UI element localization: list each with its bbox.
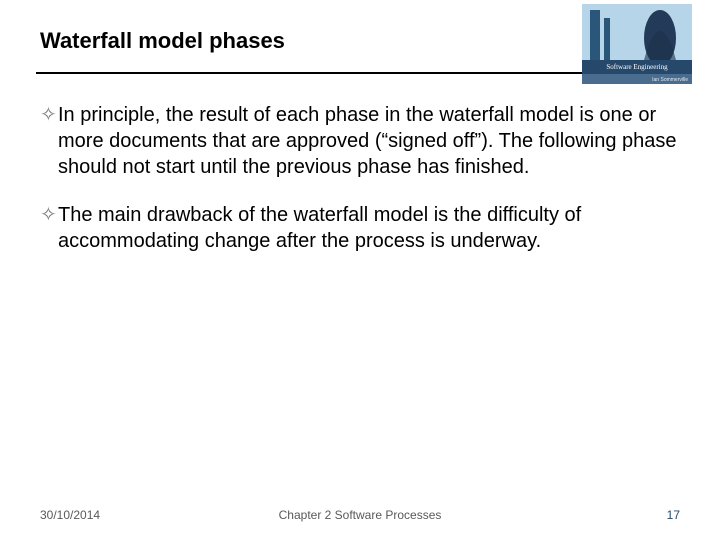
- bullet-text: The main drawback of the waterfall model…: [58, 202, 680, 254]
- footer: 30/10/2014 Chapter 2 Software Processes …: [0, 508, 720, 522]
- slide: Waterfall model phases Software Engineer…: [0, 0, 720, 540]
- footer-chapter: Chapter 2 Software Processes: [0, 508, 720, 522]
- list-item: ✧ In principle, the result of each phase…: [40, 102, 680, 180]
- list-item: ✧ The main drawback of the waterfall mod…: [40, 202, 680, 254]
- bullet-text: In principle, the result of each phase i…: [58, 102, 680, 180]
- logo-title: Software Engineering: [606, 63, 668, 71]
- slide-title: Waterfall model phases: [40, 28, 285, 54]
- logo-author: Ian Sommerville: [652, 77, 688, 83]
- header: Waterfall model phases Software Engineer…: [0, 0, 720, 62]
- diamond-icon: ✧: [40, 202, 58, 228]
- book-cover-logo: Software Engineering Ian Sommerville: [582, 4, 692, 84]
- diamond-icon: ✧: [40, 102, 58, 128]
- content-area: ✧ In principle, the result of each phase…: [0, 74, 720, 254]
